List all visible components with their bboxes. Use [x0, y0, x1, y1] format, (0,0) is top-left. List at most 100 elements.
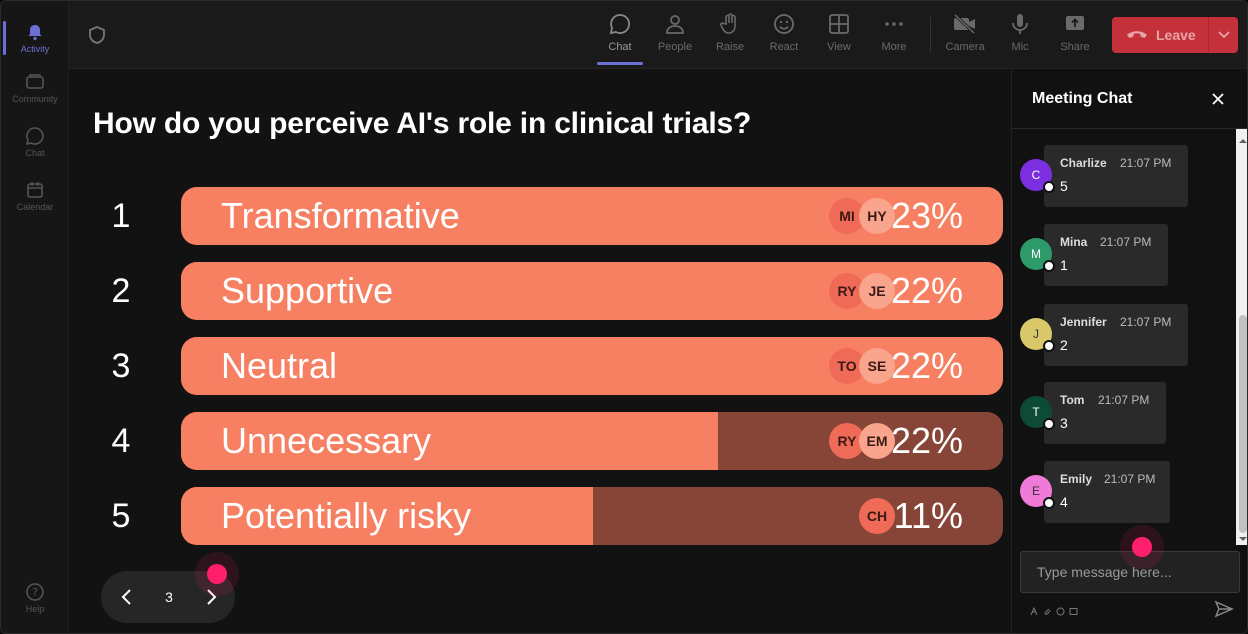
sender-name: Jennifer: [1060, 315, 1107, 329]
sender-name: Mina: [1060, 235, 1088, 249]
rail-item-calendar[interactable]: Calendar: [1, 171, 69, 221]
avatar-initial: T: [1032, 405, 1040, 419]
avatar[interactable]: M: [1020, 238, 1055, 272]
chat-message-input[interactable]: [1020, 551, 1240, 593]
attach-icon[interactable]: [1043, 603, 1052, 615]
option-percentage: 22%: [890, 270, 963, 311]
rail-item-chat[interactable]: Chat: [1, 117, 69, 167]
hang-up-icon: [1126, 28, 1148, 42]
toolbar-button-label: Camera: [945, 41, 985, 53]
smiley-icon: [771, 11, 797, 37]
message-time: 21:07 PM: [1120, 156, 1172, 170]
message-text: 2: [1060, 337, 1068, 353]
avatar[interactable]: E: [1020, 475, 1055, 509]
left-rail: Activity Community Chat Calendar ? Help: [1, 1, 69, 633]
previous-button[interactable]: [115, 585, 139, 609]
rail-item-help[interactable]: ? Help: [1, 573, 69, 623]
option-number: 1: [111, 197, 131, 235]
message-bubble: Emily 21:07 PM 4: [1044, 461, 1170, 523]
message-bubble: Charlize 21:07 PM 5: [1044, 145, 1188, 207]
message-time: 21:07 PM: [1104, 472, 1156, 486]
send-button[interactable]: [1214, 599, 1234, 619]
shield-icon[interactable]: [87, 25, 107, 45]
avatar[interactable]: C: [1020, 159, 1055, 193]
chevron-left-icon: [121, 589, 131, 605]
leave-button-label: Leave: [1156, 27, 1196, 43]
voter-avatar: CH: [859, 498, 895, 534]
people-icon: [662, 11, 688, 37]
avatar[interactable]: T: [1020, 396, 1055, 430]
message-time: 21:07 PM: [1120, 315, 1172, 329]
chat-scrollbar[interactable]: [1236, 129, 1247, 545]
poll-option[interactable]: 5 Potentially risky CH 11%: [69, 487, 1011, 545]
message-bubble: Jennifer 21:07 PM 2: [1044, 304, 1188, 366]
avatar-initial: C: [1031, 168, 1041, 182]
message-text: 3: [1060, 415, 1068, 431]
toolbar-camera-button[interactable]: Camera: [940, 11, 990, 61]
option-percentage: 23%: [890, 195, 963, 236]
option-number: 4: [111, 422, 131, 460]
scroll-down-icon[interactable]: [1238, 531, 1247, 541]
option-label: Supportive: [221, 270, 394, 311]
scroll-up-icon[interactable]: [1238, 133, 1247, 143]
grid-icon: [826, 11, 852, 37]
toolbar-people-button[interactable]: People: [650, 11, 700, 61]
mic-icon: [1007, 11, 1033, 37]
toolbar-react-button[interactable]: React: [759, 11, 809, 61]
toolbar-button-label: React: [769, 41, 799, 53]
avatar-initial: J: [1033, 327, 1039, 341]
option-bar-fill: [181, 412, 718, 470]
voter-avatar: SE: [859, 348, 895, 384]
option-label: Potentially risky: [221, 495, 472, 536]
option-percentage: 22%: [890, 420, 963, 461]
toolbar-chat-button[interactable]: Chat: [595, 11, 645, 65]
presence-status-icon: [1043, 260, 1055, 272]
rail-item-label: Help: [25, 604, 45, 614]
toolbar-mic-button[interactable]: Mic: [995, 11, 1045, 61]
toolbar-share-button[interactable]: Share: [1050, 11, 1100, 61]
meeting-toolbar: Chat People Raise React View: [69, 1, 1247, 69]
option-bar-fill: [181, 487, 593, 545]
presence-status-icon: [1043, 497, 1055, 509]
chevron-down-icon[interactable]: [1208, 17, 1238, 53]
poll-stage: How do you perceive AI's role in clinica…: [69, 69, 1011, 633]
option-bar: Transformative MI HY 23%: [181, 187, 1003, 245]
emoji-icon[interactable]: [1056, 603, 1065, 616]
option-percentage: 11%: [893, 495, 963, 536]
chat-icon: [607, 11, 633, 37]
toolbar-button-label: Mic: [1011, 41, 1029, 53]
avatar[interactable]: J: [1020, 318, 1055, 352]
option-bar: Neutral TO SE 22%: [181, 337, 1003, 395]
poll-option[interactable]: 3 Neutral TO SE 22%: [69, 337, 1011, 395]
leave-button[interactable]: Leave: [1112, 17, 1238, 53]
format-icon[interactable]: [1030, 603, 1039, 616]
toolbar-raise-button[interactable]: Raise: [705, 11, 755, 61]
rail-item-activity[interactable]: Activity: [1, 13, 69, 63]
toolbar-view-button[interactable]: View: [814, 11, 864, 61]
poll-option[interactable]: 4 Unnecessary RY EM 22%: [69, 412, 1011, 470]
help-icon: ?: [25, 582, 45, 602]
message-time: 21:07 PM: [1100, 235, 1152, 249]
toolbar-divider: [930, 17, 931, 53]
gif-icon[interactable]: [1069, 603, 1078, 615]
next-button[interactable]: [199, 585, 223, 609]
rail-item-label: Chat: [25, 148, 45, 158]
option-bar: Unnecessary RY EM 22%: [181, 412, 1003, 470]
poll-option[interactable]: 2 Supportive RY JE 22%: [69, 262, 1011, 320]
share-icon: [1062, 11, 1088, 37]
toolbar-button-label: View: [827, 41, 851, 53]
camera-off-icon: [952, 11, 978, 37]
close-chat-button[interactable]: [1208, 89, 1228, 109]
svg-text:?: ?: [32, 586, 38, 599]
toolbar-button-label: Chat: [608, 41, 632, 53]
rail-item-community[interactable]: Community: [1, 63, 69, 113]
toolbar-more-button[interactable]: More: [869, 11, 919, 61]
option-bar: Supportive RY JE 22%: [181, 262, 1003, 320]
cursor-indicator: [207, 564, 227, 584]
chat-title: Meeting Chat: [1032, 90, 1133, 107]
poll-option[interactable]: 1 Transformative MI HY 23%: [69, 187, 1011, 245]
calendar-icon: [25, 180, 45, 200]
send-icon: [1214, 600, 1234, 618]
scrollbar-thumb[interactable]: [1239, 315, 1247, 533]
